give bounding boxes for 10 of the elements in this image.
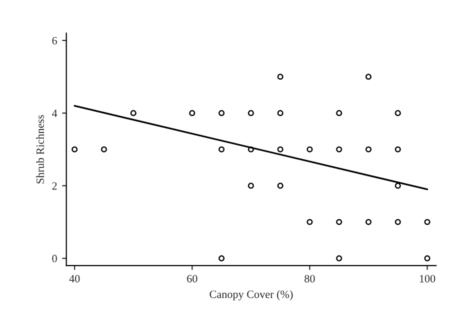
y-tick-label: 2: [52, 182, 57, 190]
y-tick-label: 0: [52, 254, 57, 262]
x-tick-label: 40: [69, 274, 80, 282]
x-axis-title: Canopy Cover (%): [210, 290, 293, 300]
y-axis-title: Shrub Richness: [36, 115, 44, 184]
y-tick-label: 6: [52, 36, 57, 44]
x-tick-label: 100: [420, 274, 436, 282]
x-tick-label: 80: [304, 274, 315, 282]
x-tick-label: 60: [187, 274, 198, 282]
y-tick-label: 4: [52, 110, 58, 117]
